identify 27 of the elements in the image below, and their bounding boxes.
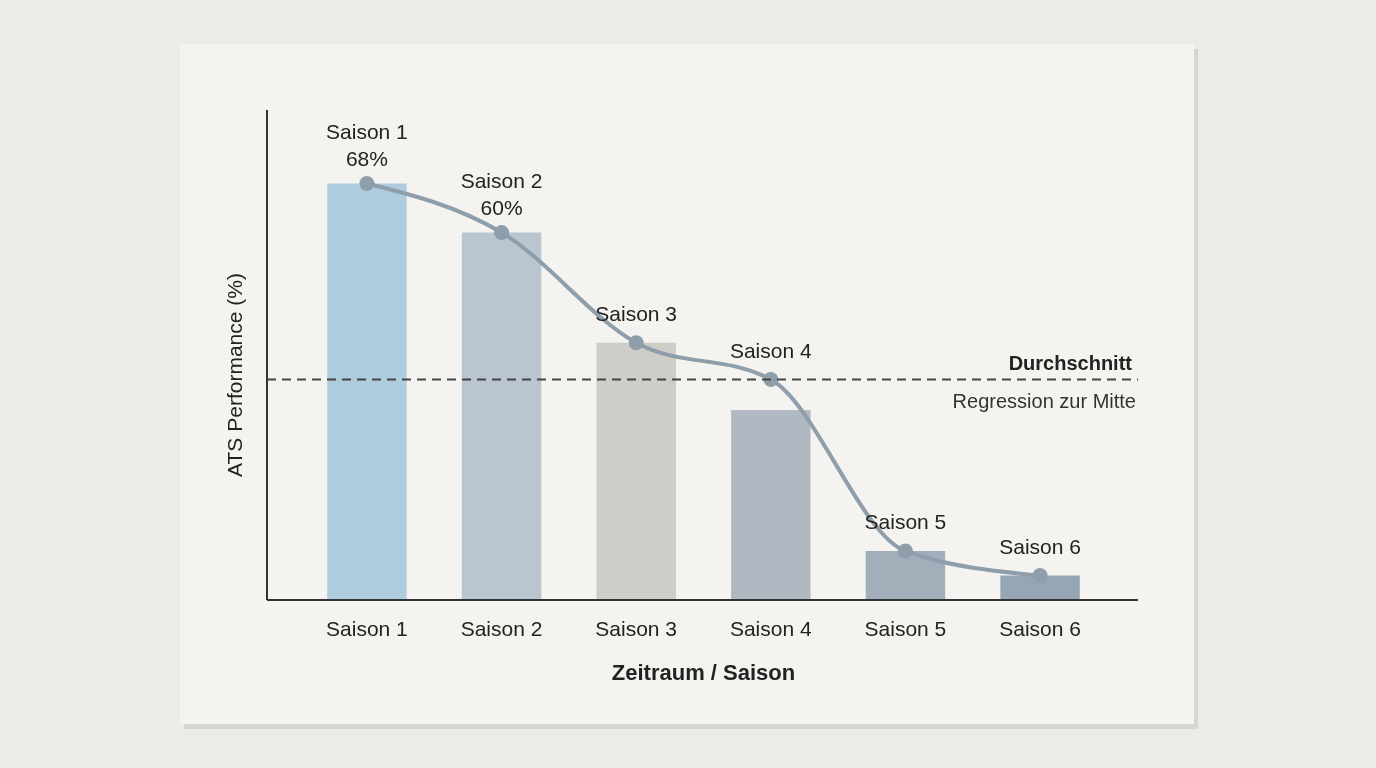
x-tick-label: Saison 5 [864,617,947,640]
x-tick-label: Saison 2 [460,617,543,640]
point [628,335,644,351]
annotation: Saison 4 [729,338,812,362]
annotation: Regression zur Mitte [952,389,1136,412]
point [494,225,510,240]
ref-line-label: Durchschnitt [1008,351,1133,374]
x-tick-label: Saison 4 [729,617,812,640]
annotation: Saison 2 [460,168,543,192]
y-axis-title: ATS Performance (%) [223,273,246,477]
point [897,543,913,559]
annotation: Saison 5 [864,510,947,533]
x-axis-title: Zeitraum / Saison [611,660,796,685]
annotation: Saison 6 [999,534,1081,558]
data-label: 68% [345,146,388,170]
point [359,176,375,191]
bar [596,342,676,600]
x-tick-label: Saison 6 [999,617,1081,640]
bar [461,232,542,600]
annotation: Saison 3 [595,301,678,325]
annotation: Saison 1 [326,119,408,143]
data-label: 60% [480,195,523,219]
bar [731,410,811,600]
x-tick-label: Saison 3 [595,617,678,640]
x-tick-label: Saison 1 [326,617,408,640]
bar [327,183,407,600]
point [1032,568,1048,583]
